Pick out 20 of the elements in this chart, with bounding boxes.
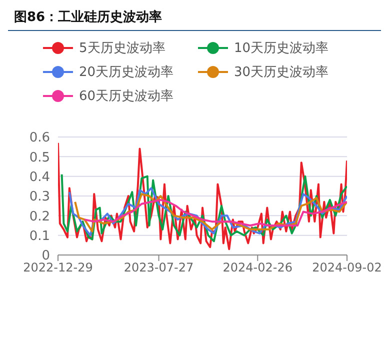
x-tick-label: 2024-09-02 xyxy=(312,260,382,275)
line-series xyxy=(68,187,347,236)
y-tick-label: 0.4 xyxy=(29,170,50,185)
chart-title: 图86：工业硅历史波动率 xyxy=(8,8,381,31)
legend-label: 10天历史波动率 xyxy=(234,40,329,57)
x-tick-label: 2023-07-27 xyxy=(124,260,194,275)
y-tick-label: 0.3 xyxy=(29,190,50,205)
line-series xyxy=(58,142,347,250)
line-series xyxy=(74,193,347,232)
y-tick-label: 0.1 xyxy=(29,228,50,244)
legend-label: 60天历史波动率 xyxy=(79,88,174,105)
x-tick-label: 2024-02-26 xyxy=(222,260,293,275)
legend-label: 5天历史波动率 xyxy=(79,40,166,57)
y-tick-label: 0.6 xyxy=(29,130,50,146)
line-series xyxy=(84,198,347,226)
line-series xyxy=(60,173,347,242)
legend-label: 20天历史波动率 xyxy=(79,64,174,81)
y-tick-label: 0.2 xyxy=(29,209,50,224)
legend-label: 30天历史波动率 xyxy=(234,64,329,81)
y-tick-label: 0.5 xyxy=(29,150,50,166)
